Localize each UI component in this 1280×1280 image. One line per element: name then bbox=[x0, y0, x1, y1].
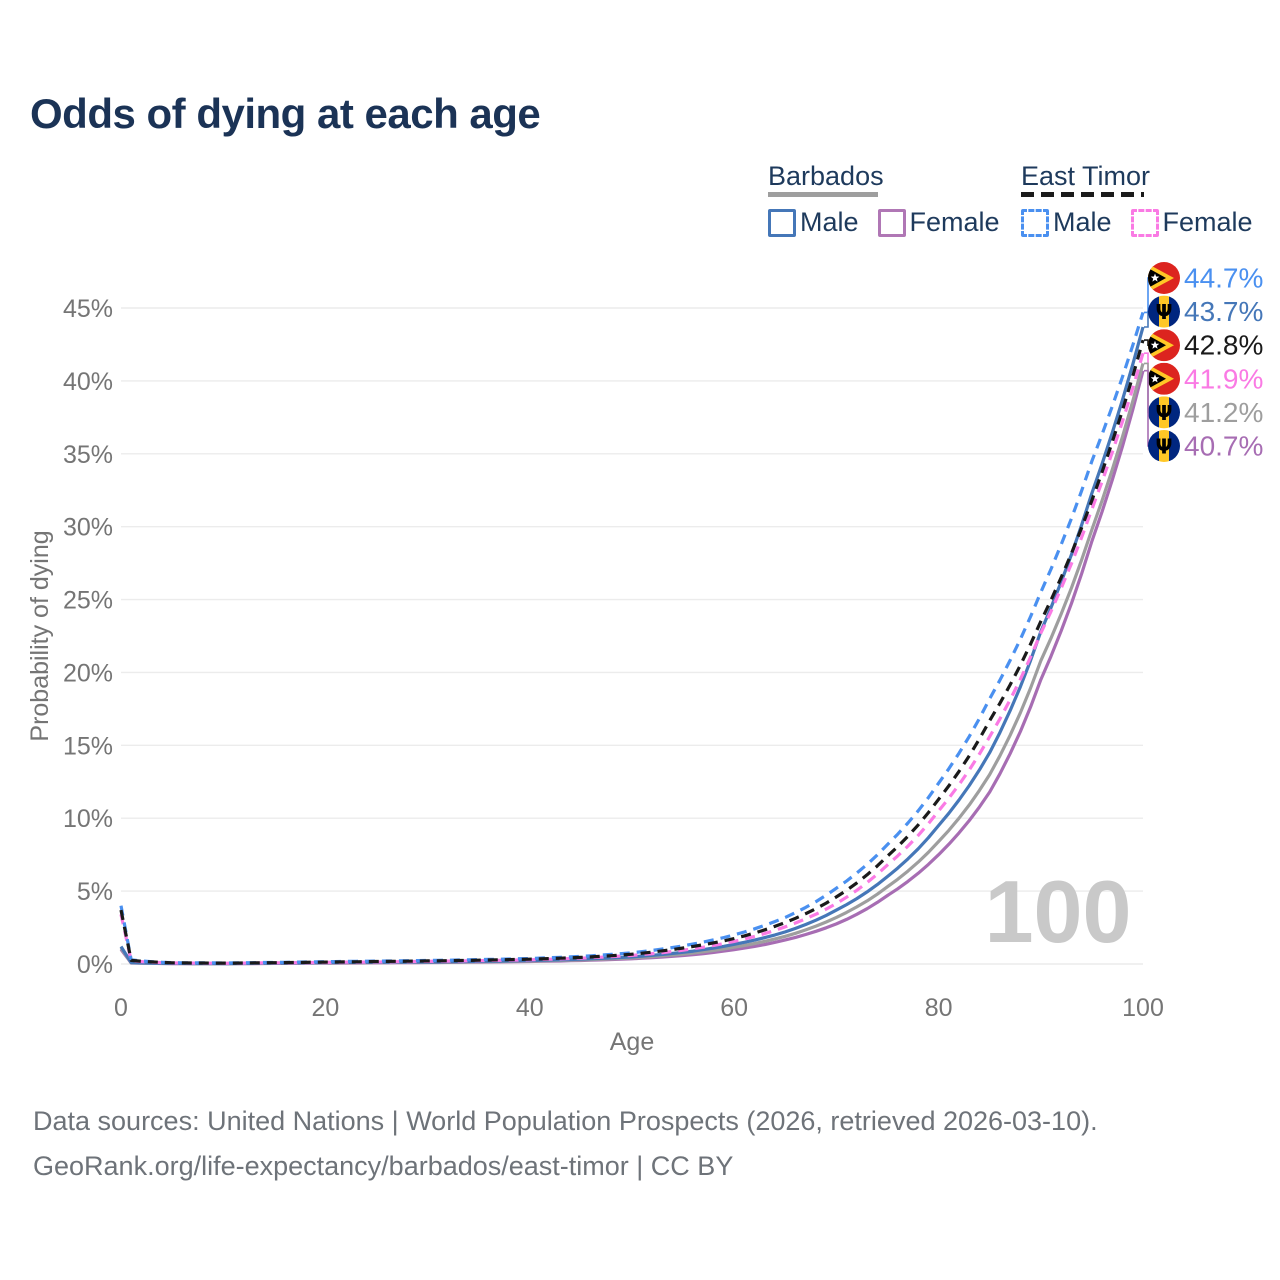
legend-row-east-timor: Male Female bbox=[1021, 207, 1272, 238]
east-timor-flag-icon bbox=[1148, 329, 1180, 361]
end-value-label: 43.7% bbox=[1184, 296, 1263, 327]
y-tick-label: 5% bbox=[77, 878, 113, 906]
x-tick-label: 100 bbox=[1122, 994, 1164, 1022]
data-sources-line: Data sources: United Nations | World Pop… bbox=[33, 1106, 1098, 1136]
y-tick-label: 10% bbox=[63, 805, 113, 833]
legend-row-barbados: Male Female bbox=[768, 207, 1019, 238]
x-tick-label: 20 bbox=[311, 994, 339, 1022]
checkbox-label-east-timor-female[interactable]: Female bbox=[1162, 207, 1253, 238]
end-value-label: 41.2% bbox=[1184, 397, 1263, 428]
barbados-flag-icon bbox=[1148, 396, 1180, 428]
y-tick-label: 0% bbox=[77, 951, 113, 979]
checkbox-barbados-female[interactable] bbox=[877, 208, 906, 237]
end-value-label: 40.7% bbox=[1184, 431, 1263, 462]
end-value-label: 42.8% bbox=[1184, 330, 1263, 361]
barbados-flag-icon bbox=[1148, 430, 1180, 462]
y-tick-label: 35% bbox=[63, 441, 113, 469]
y-tick-label: 30% bbox=[63, 514, 113, 542]
series-line-east-timor-both[interactable] bbox=[119, 339, 1145, 965]
page-title: Odds of dying at each age bbox=[30, 90, 541, 137]
legend-group-barbados: Barbados Male Female bbox=[768, 162, 1019, 238]
legend-linestyle-solid-sample bbox=[768, 192, 878, 198]
legend-country-east-timor[interactable]: East Timor bbox=[1021, 161, 1151, 191]
x-axis-title: Age bbox=[610, 1028, 654, 1056]
legend-country-barbados[interactable]: Barbados bbox=[768, 161, 884, 191]
y-tick-label: 45% bbox=[63, 295, 113, 323]
y-tick-label: 20% bbox=[63, 659, 113, 687]
x-tick-label: 40 bbox=[516, 994, 544, 1022]
y-axis-title: Probability of dying bbox=[26, 530, 54, 741]
footer: Data sources: United Nations | World Pop… bbox=[33, 1106, 1098, 1196]
end-value-label: 41.9% bbox=[1184, 363, 1263, 394]
x-tick-label: 0 bbox=[114, 994, 128, 1022]
checkbox-label-barbados-female[interactable]: Female bbox=[909, 207, 1000, 238]
checkbox-label-east-timor-male[interactable]: Male bbox=[1053, 207, 1112, 238]
checkbox-barbados-male[interactable] bbox=[768, 208, 796, 237]
checkbox-label-barbados-male[interactable]: Male bbox=[800, 207, 859, 238]
attribution-line: GeoRank.org/life-expectancy/barbados/eas… bbox=[33, 1151, 734, 1181]
end-value-label: 44.7% bbox=[1184, 263, 1263, 294]
x-tick-label: 80 bbox=[925, 994, 953, 1022]
checkbox-east-timor-female[interactable] bbox=[1130, 208, 1159, 237]
x-tick-label: 60 bbox=[720, 994, 748, 1022]
y-tick-label: 15% bbox=[63, 732, 113, 760]
legend-linestyle-dashed-sample bbox=[1021, 192, 1144, 198]
legend-group-east-timor: East Timor Male Female bbox=[1021, 162, 1272, 238]
y-tick-label: 25% bbox=[63, 587, 113, 615]
east-timor-flag-icon bbox=[1148, 262, 1180, 294]
y-tick-label: 40% bbox=[63, 368, 113, 396]
age-watermark: 100 bbox=[985, 862, 1132, 961]
checkbox-east-timor-male[interactable] bbox=[1021, 208, 1049, 237]
east-timor-flag-icon bbox=[1148, 363, 1180, 395]
barbados-flag-icon bbox=[1148, 296, 1180, 328]
